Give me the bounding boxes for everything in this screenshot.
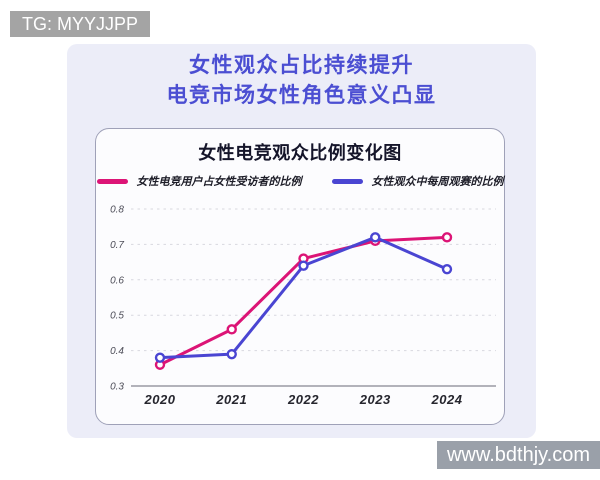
y-tick-label: 0.3	[110, 382, 124, 393]
x-tick-label: 2023	[359, 392, 391, 407]
x-tick-label: 2021	[215, 392, 247, 407]
data-point	[441, 263, 453, 275]
legend-label-series2: 女性观众中每周观赛的比例	[371, 176, 504, 188]
data-point	[226, 324, 237, 335]
x-tick-label: 2020	[144, 392, 176, 407]
chart-title: 女性电竞观众比例变化图	[198, 143, 402, 163]
background-panel: 女性观众占比持续提升 电竞市场女性角色意义凸显 女性电竞观众比例变化图 女性电竞…	[67, 44, 536, 438]
x-tick-label: 2022	[287, 392, 319, 407]
data-point	[441, 232, 453, 243]
data-point	[370, 232, 381, 243]
x-tick-label: 2024	[431, 392, 463, 407]
y-tick-label: 0.8	[110, 205, 124, 216]
website-watermark-badge: www.bdthjy.com	[437, 441, 600, 469]
data-point	[154, 352, 166, 363]
y-tick-label: 0.4	[110, 346, 124, 357]
y-tick-label: 0.5	[110, 311, 124, 322]
legend-swatch-series2	[331, 178, 363, 184]
line-chart: 0.3 0.4 0.5 0.6 0.7 0.8 2020 2021 2022 2023 2024	[110, 205, 496, 407]
data-point	[298, 260, 309, 271]
legend-item: 女性观众中每周观赛的比例	[331, 173, 504, 189]
chart-legend: 女性电竞用户占女性受访者的比例 女性观众中每周观赛的比例	[96, 173, 504, 189]
page-title-line1: 女性观众占比持续提升	[189, 54, 414, 77]
legend-swatch-series1	[96, 178, 128, 184]
legend-label-series1: 女性电竞用户占女性受访者的比例	[136, 176, 302, 188]
chart-card: 女性电竞观众比例变化图 女性电竞用户占女性受访者的比例 女性观众中每周观赛的比例…	[95, 128, 505, 425]
y-tick-label: 0.6	[110, 275, 124, 286]
y-tick-label: 0.7	[110, 240, 124, 251]
tg-watermark-badge: TG: MYYJJPP	[10, 11, 150, 37]
legend-item: 女性电竞用户占女性受访者的比例	[96, 173, 302, 189]
page-title: 女性观众占比持续提升 电竞市场女性角色意义凸显	[67, 51, 536, 111]
data-point	[226, 348, 237, 360]
page-title-line2: 电竞市场女性角色意义凸显	[166, 84, 437, 107]
